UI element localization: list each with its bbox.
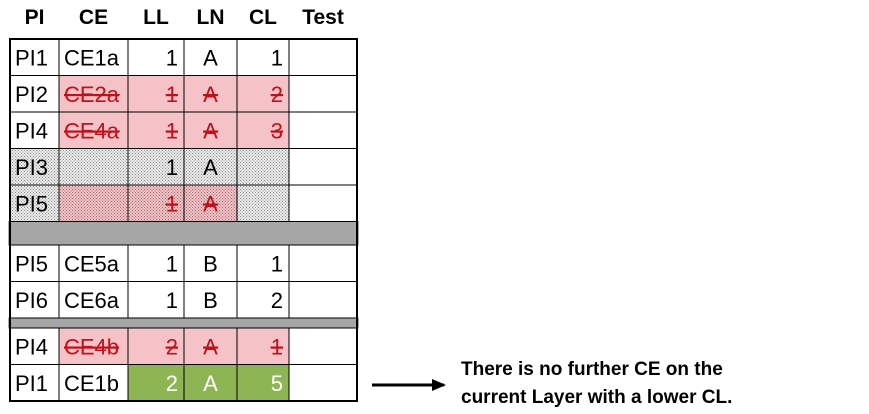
table-cell	[236, 75, 290, 113]
table-cell	[58, 327, 129, 365]
table-cell	[288, 327, 358, 365]
cell-text: PI2	[15, 82, 48, 107]
cell-text: 1	[166, 251, 178, 276]
table-row: PI1 CE1b 2 A 5	[9, 364, 358, 402]
table-cell	[183, 364, 238, 402]
table-cell	[236, 327, 290, 365]
table-cell	[288, 184, 358, 222]
cell-text: A	[203, 371, 218, 396]
cell-text: 2	[271, 288, 283, 313]
annotation-line-2: current Layer with a lower CL.	[461, 387, 733, 408]
table-cell	[288, 281, 358, 319]
cell-text: PI1	[15, 45, 48, 70]
table-cell	[127, 184, 185, 222]
table-cell	[58, 281, 129, 319]
table-cell	[288, 38, 358, 76]
cell-text: 1	[166, 155, 178, 180]
group-separator	[8, 317, 359, 329]
header-pi: PI	[25, 6, 45, 29]
table-cell	[288, 244, 358, 282]
cell-text: CE1a	[64, 45, 120, 70]
cell-text: A	[203, 155, 218, 180]
header-test: Test	[302, 6, 344, 29]
table-cell	[236, 148, 290, 186]
cell-text: A	[203, 45, 218, 70]
header-cl: CL	[249, 6, 277, 29]
cell-text: 1	[166, 45, 178, 70]
table-cell	[236, 364, 290, 402]
cell-text: PI3	[15, 155, 48, 180]
cell-text: CE1b	[64, 371, 119, 396]
table-cell	[288, 148, 358, 186]
cell-text: 5	[271, 371, 283, 396]
cell-text: PI5	[15, 191, 48, 216]
table-cell	[183, 184, 238, 222]
table-frame	[9, 38, 358, 402]
table-cell	[9, 111, 60, 149]
table-cell	[236, 184, 290, 222]
table-cell	[127, 364, 185, 402]
table-row: PI4 CE4a 1 A 3	[9, 111, 358, 149]
cell-text: CE6a	[64, 288, 120, 313]
cell-text: PI1	[15, 371, 48, 396]
table-cell	[236, 111, 290, 149]
table-row: PI1 CE1a 1 A 1	[9, 38, 358, 76]
table-cell	[58, 244, 129, 282]
cell-text: PI4	[15, 118, 48, 143]
table-row: PI6 CE6a 1 B 2	[9, 281, 358, 319]
cell-text: 1	[166, 288, 178, 313]
group-separator	[8, 221, 359, 246]
cell-text: CE5a	[64, 251, 120, 276]
table-cell	[58, 148, 129, 186]
table-cell	[127, 111, 185, 149]
table-cell	[288, 364, 358, 402]
header-ll: LL	[143, 6, 169, 29]
table-cell	[58, 38, 129, 76]
table-cell	[9, 281, 60, 319]
cell-text: PI4	[15, 334, 48, 359]
table-row: PI2 CE2a 1 A 2	[9, 75, 358, 113]
header-ce: CE	[79, 6, 108, 29]
table-cell	[288, 111, 358, 149]
table-row: PI4 CE4b 2 A 1	[9, 327, 358, 365]
table-cell	[9, 327, 60, 365]
table-row: PI5 1 A	[9, 184, 358, 222]
annotation-note: There is no further CE on the current La…	[461, 356, 732, 412]
cell-text: 2	[166, 371, 178, 396]
header-ln: LN	[197, 6, 225, 29]
cell-text: 1	[271, 251, 283, 276]
table-row: PI3 1 A	[9, 148, 358, 186]
table-cell	[127, 327, 185, 365]
table-cell	[9, 184, 60, 222]
table-cell	[9, 364, 60, 402]
table-cell	[236, 281, 290, 319]
cell-text: B	[203, 251, 218, 276]
cell-text: PI5	[15, 251, 48, 276]
cell-text: 1	[271, 45, 283, 70]
table-cell	[183, 148, 238, 186]
table-cell	[127, 148, 185, 186]
table-cell	[58, 184, 129, 222]
table-cell	[127, 281, 185, 319]
annotation-line-1: There is no further CE on the	[461, 359, 723, 380]
table-row: PI5 CE5a 1 B 1	[9, 244, 358, 282]
cell-text: PI6	[15, 288, 48, 313]
table-cell	[288, 75, 358, 113]
cell-text: B	[203, 288, 218, 313]
